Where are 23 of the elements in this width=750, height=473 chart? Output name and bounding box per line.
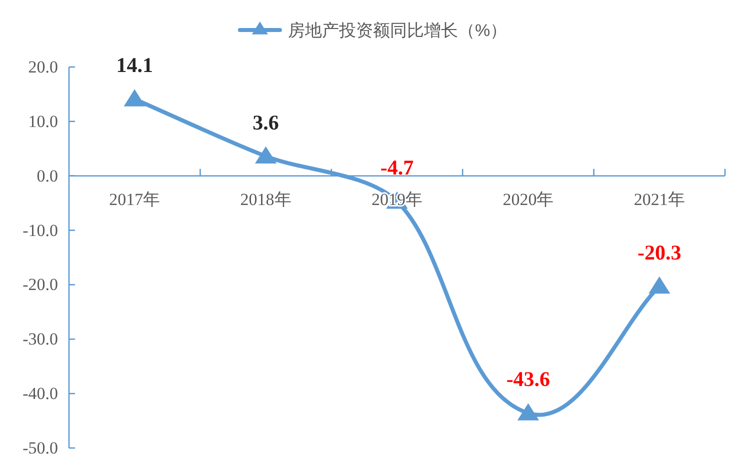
- legend: 房地产投资额同比增长（%）: [238, 21, 498, 40]
- y-tick-label: -20.0: [22, 275, 58, 294]
- y-tick-label: -50.0: [22, 438, 58, 458]
- data-label: -43.6: [506, 367, 550, 392]
- data-label: -4.7: [380, 155, 414, 180]
- x-tick-label: 2018年: [240, 190, 292, 209]
- data-label: 3.6: [252, 110, 279, 134]
- legend-label: 房地产投资额同比增长（%）: [288, 21, 498, 40]
- point: [518, 404, 539, 420]
- data-label: -20.3: [638, 240, 682, 264]
- x-tick-label: 2020年: [502, 190, 554, 209]
- point: [649, 276, 670, 294]
- y-tick-label: -10.0: [22, 220, 58, 240]
- x-tick-label: 2021年: [634, 190, 685, 209]
- x-tick-label: 2017年: [109, 190, 160, 209]
- point: [255, 146, 276, 164]
- y-tick-label: 20.0: [28, 58, 58, 76]
- y-tick-label: -40.0: [22, 384, 58, 404]
- y-tick-label: 10.0: [28, 112, 58, 131]
- y-tick-label: -30.0: [22, 330, 58, 349]
- y-tick-label: 0.0: [36, 166, 58, 186]
- data-label: 14.1: [116, 53, 153, 78]
- point: [124, 90, 145, 106]
